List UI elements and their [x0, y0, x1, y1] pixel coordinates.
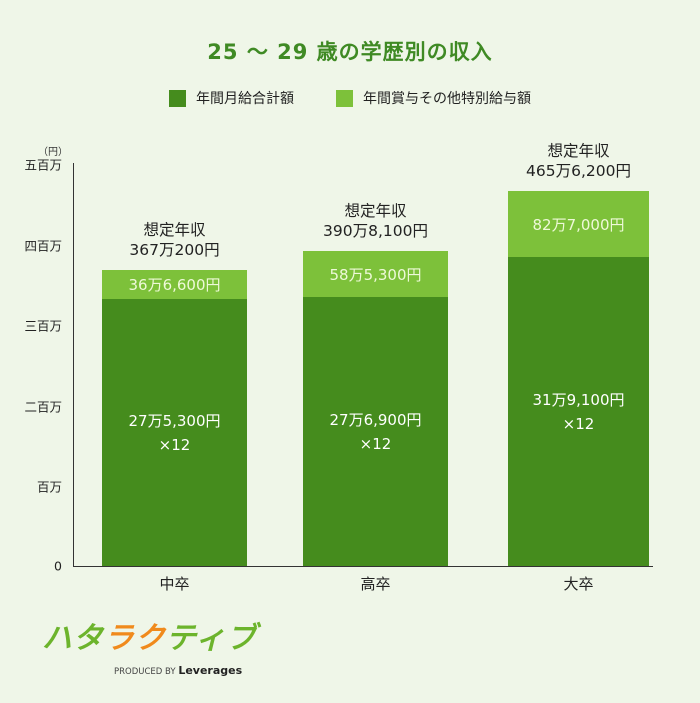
bonus-value: 36万6,600円 [128, 276, 221, 294]
legend-label-monthly: 年間月給合計額 [196, 91, 294, 107]
bonus-value: 58万5,300円 [329, 265, 422, 284]
legend-label-bonus: 年間賞与その他特別給与額 [363, 91, 531, 107]
y-tick-1m: 百万 [36, 479, 62, 495]
logo-char: ブ [226, 621, 258, 656]
hataractive-logo: ハタラクティブ PRODUCED BY Leverages [42, 624, 257, 678]
logo-char: テ [166, 621, 196, 656]
legend-item-bonus: 年間賞与その他特別給与額 [336, 88, 531, 108]
total-title: 想定年収 [547, 142, 610, 160]
x-axis-line [73, 566, 653, 567]
logo-char: ィ [195, 621, 227, 656]
logo-char: ラ [104, 621, 135, 656]
legend: 年間月給合計額 年間賞与その他特別給与額 [0, 88, 700, 108]
bar-kousotsu: 想定年収 390万8,100円 58万5,300円 27万6,900円 ×12 [303, 202, 448, 566]
y-tick-5m: 五百万 [24, 157, 62, 173]
x-label-daisotsu: 大卒 [563, 575, 594, 593]
chart-title: 25 〜 29 歳の学歴別の収入 [207, 40, 493, 64]
y-tick-2m: 二百万 [24, 399, 62, 415]
y-tick-0: 0 [54, 558, 62, 574]
y-tick-4m: 四百万 [24, 238, 62, 254]
total-label-chusotsu: 想定年収 367万200円 [82, 220, 267, 260]
monthly-multiplier: ×12 [562, 414, 595, 433]
bar-segment-bonus: 36万6,600円 [102, 270, 247, 299]
monthly-value: 31万9,100円 [532, 390, 625, 409]
logo-char: ハ [42, 621, 73, 656]
bar-daisotsu: 想定年収 465万6,200円 82万7,000円 31万9,100円 ×12 [508, 142, 649, 566]
total-label-kousotsu: 想定年収 390万8,100円 [283, 201, 468, 241]
bar-segment-monthly: 27万6,900円 ×12 [303, 297, 448, 566]
total-title: 想定年収 [344, 202, 407, 220]
legend-swatch-bonus [336, 89, 353, 107]
x-label-kousotsu: 高卒 [360, 575, 391, 593]
y-axis-line [73, 163, 74, 567]
monthly-value: 27万6,900円 [329, 410, 422, 429]
bar-segment-monthly: 31万9,100円 ×12 [508, 257, 649, 566]
y-axis-unit: （円） [38, 147, 68, 158]
produced-by-text: PRODUCED BY [114, 667, 176, 677]
leverages-brand: Leverages [178, 664, 243, 677]
legend-swatch-monthly [169, 89, 186, 107]
monthly-value: 27万5,300円 [128, 411, 221, 430]
bar-segment-bonus: 58万5,300円 [303, 251, 448, 297]
bonus-value: 82万7,000円 [532, 215, 625, 234]
x-label-chusotsu: 中卒 [159, 575, 190, 593]
logo-wordmark: ハタラクティブ [42, 624, 257, 654]
bar-segment-bonus: 82万7,000円 [508, 191, 649, 257]
monthly-multiplier: ×12 [158, 435, 191, 454]
bar-segment-monthly: 27万5,300円 ×12 [102, 299, 247, 566]
legend-item-monthly: 年間月給合計額 [169, 88, 294, 108]
total-value: 465万6,200円 [526, 162, 631, 180]
logo-char: ク [135, 621, 166, 656]
total-value: 390万8,100円 [323, 222, 428, 240]
y-tick-3m: 三百万 [24, 318, 62, 334]
total-value: 367万200円 [129, 241, 220, 259]
logo-char: タ [73, 621, 104, 656]
monthly-multiplier: ×12 [359, 434, 392, 453]
total-label-daisotsu: 想定年収 465万6,200円 [488, 141, 669, 181]
bar-chusotsu: 想定年収 367万200円 36万6,600円 27万5,300円 ×12 [102, 221, 247, 566]
logo-produced-by: PRODUCED BY Leverages [114, 664, 242, 677]
total-title: 想定年収 [143, 221, 206, 239]
